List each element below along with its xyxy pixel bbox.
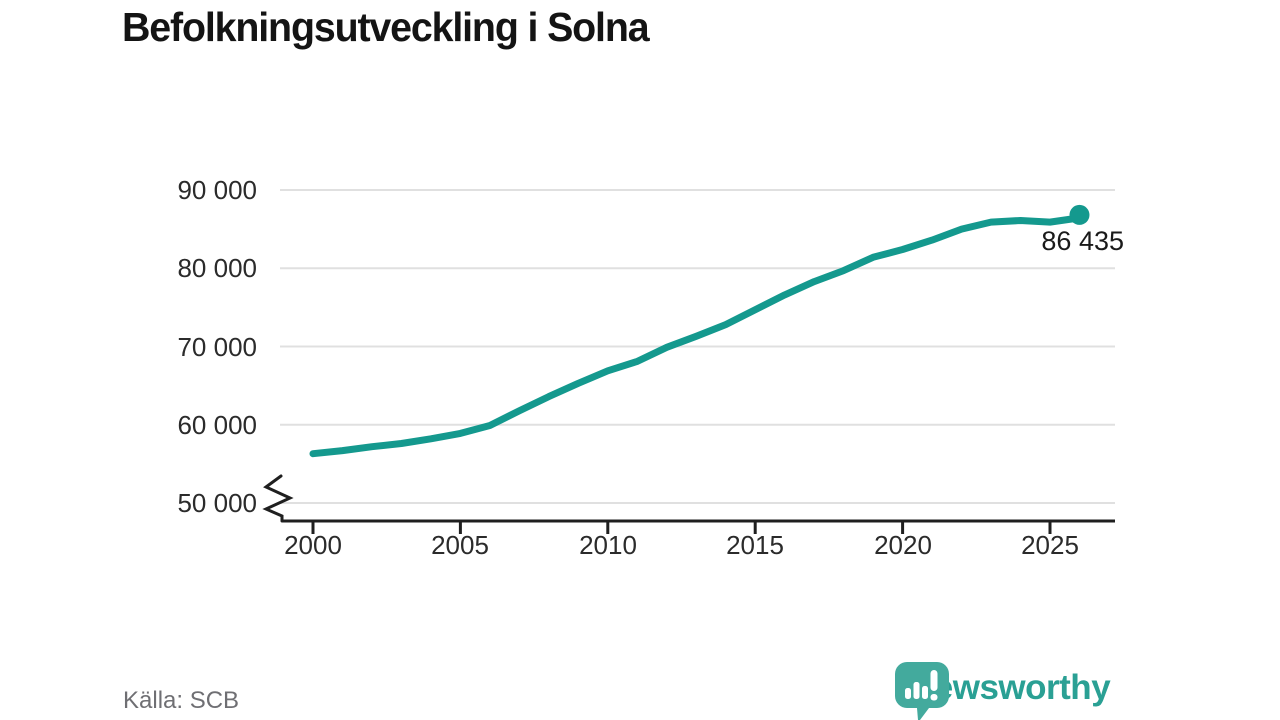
source-note: Källa: SCB	[123, 687, 240, 714]
latest-value-label: 86 435	[1041, 226, 1124, 256]
page-title: Befolkningsutveckling i Solna	[122, 4, 650, 50]
y-axis-tick-label: 90 000	[177, 175, 257, 205]
y-axis-tick-label: 80 000	[177, 253, 257, 283]
x-axis-tick-label: 2005	[431, 530, 489, 560]
x-axis-tick-label: 2015	[726, 530, 784, 560]
x-axis-tick-label: 2010	[579, 530, 637, 560]
y-axis-tick-label: 50 000	[177, 488, 257, 518]
newsworthy-logo: Newsworthy	[895, 662, 1111, 720]
x-axis-tick-label: 2000	[284, 530, 342, 560]
y-axis-tick-label: 60 000	[177, 410, 257, 440]
x-axis-tick-label: 2025	[1021, 530, 1079, 560]
newsworthy-chart-bubble-icon	[895, 662, 949, 720]
x-axis-tick-label: 2020	[874, 530, 932, 560]
y-axis-tick-label: 70 000	[177, 332, 257, 362]
